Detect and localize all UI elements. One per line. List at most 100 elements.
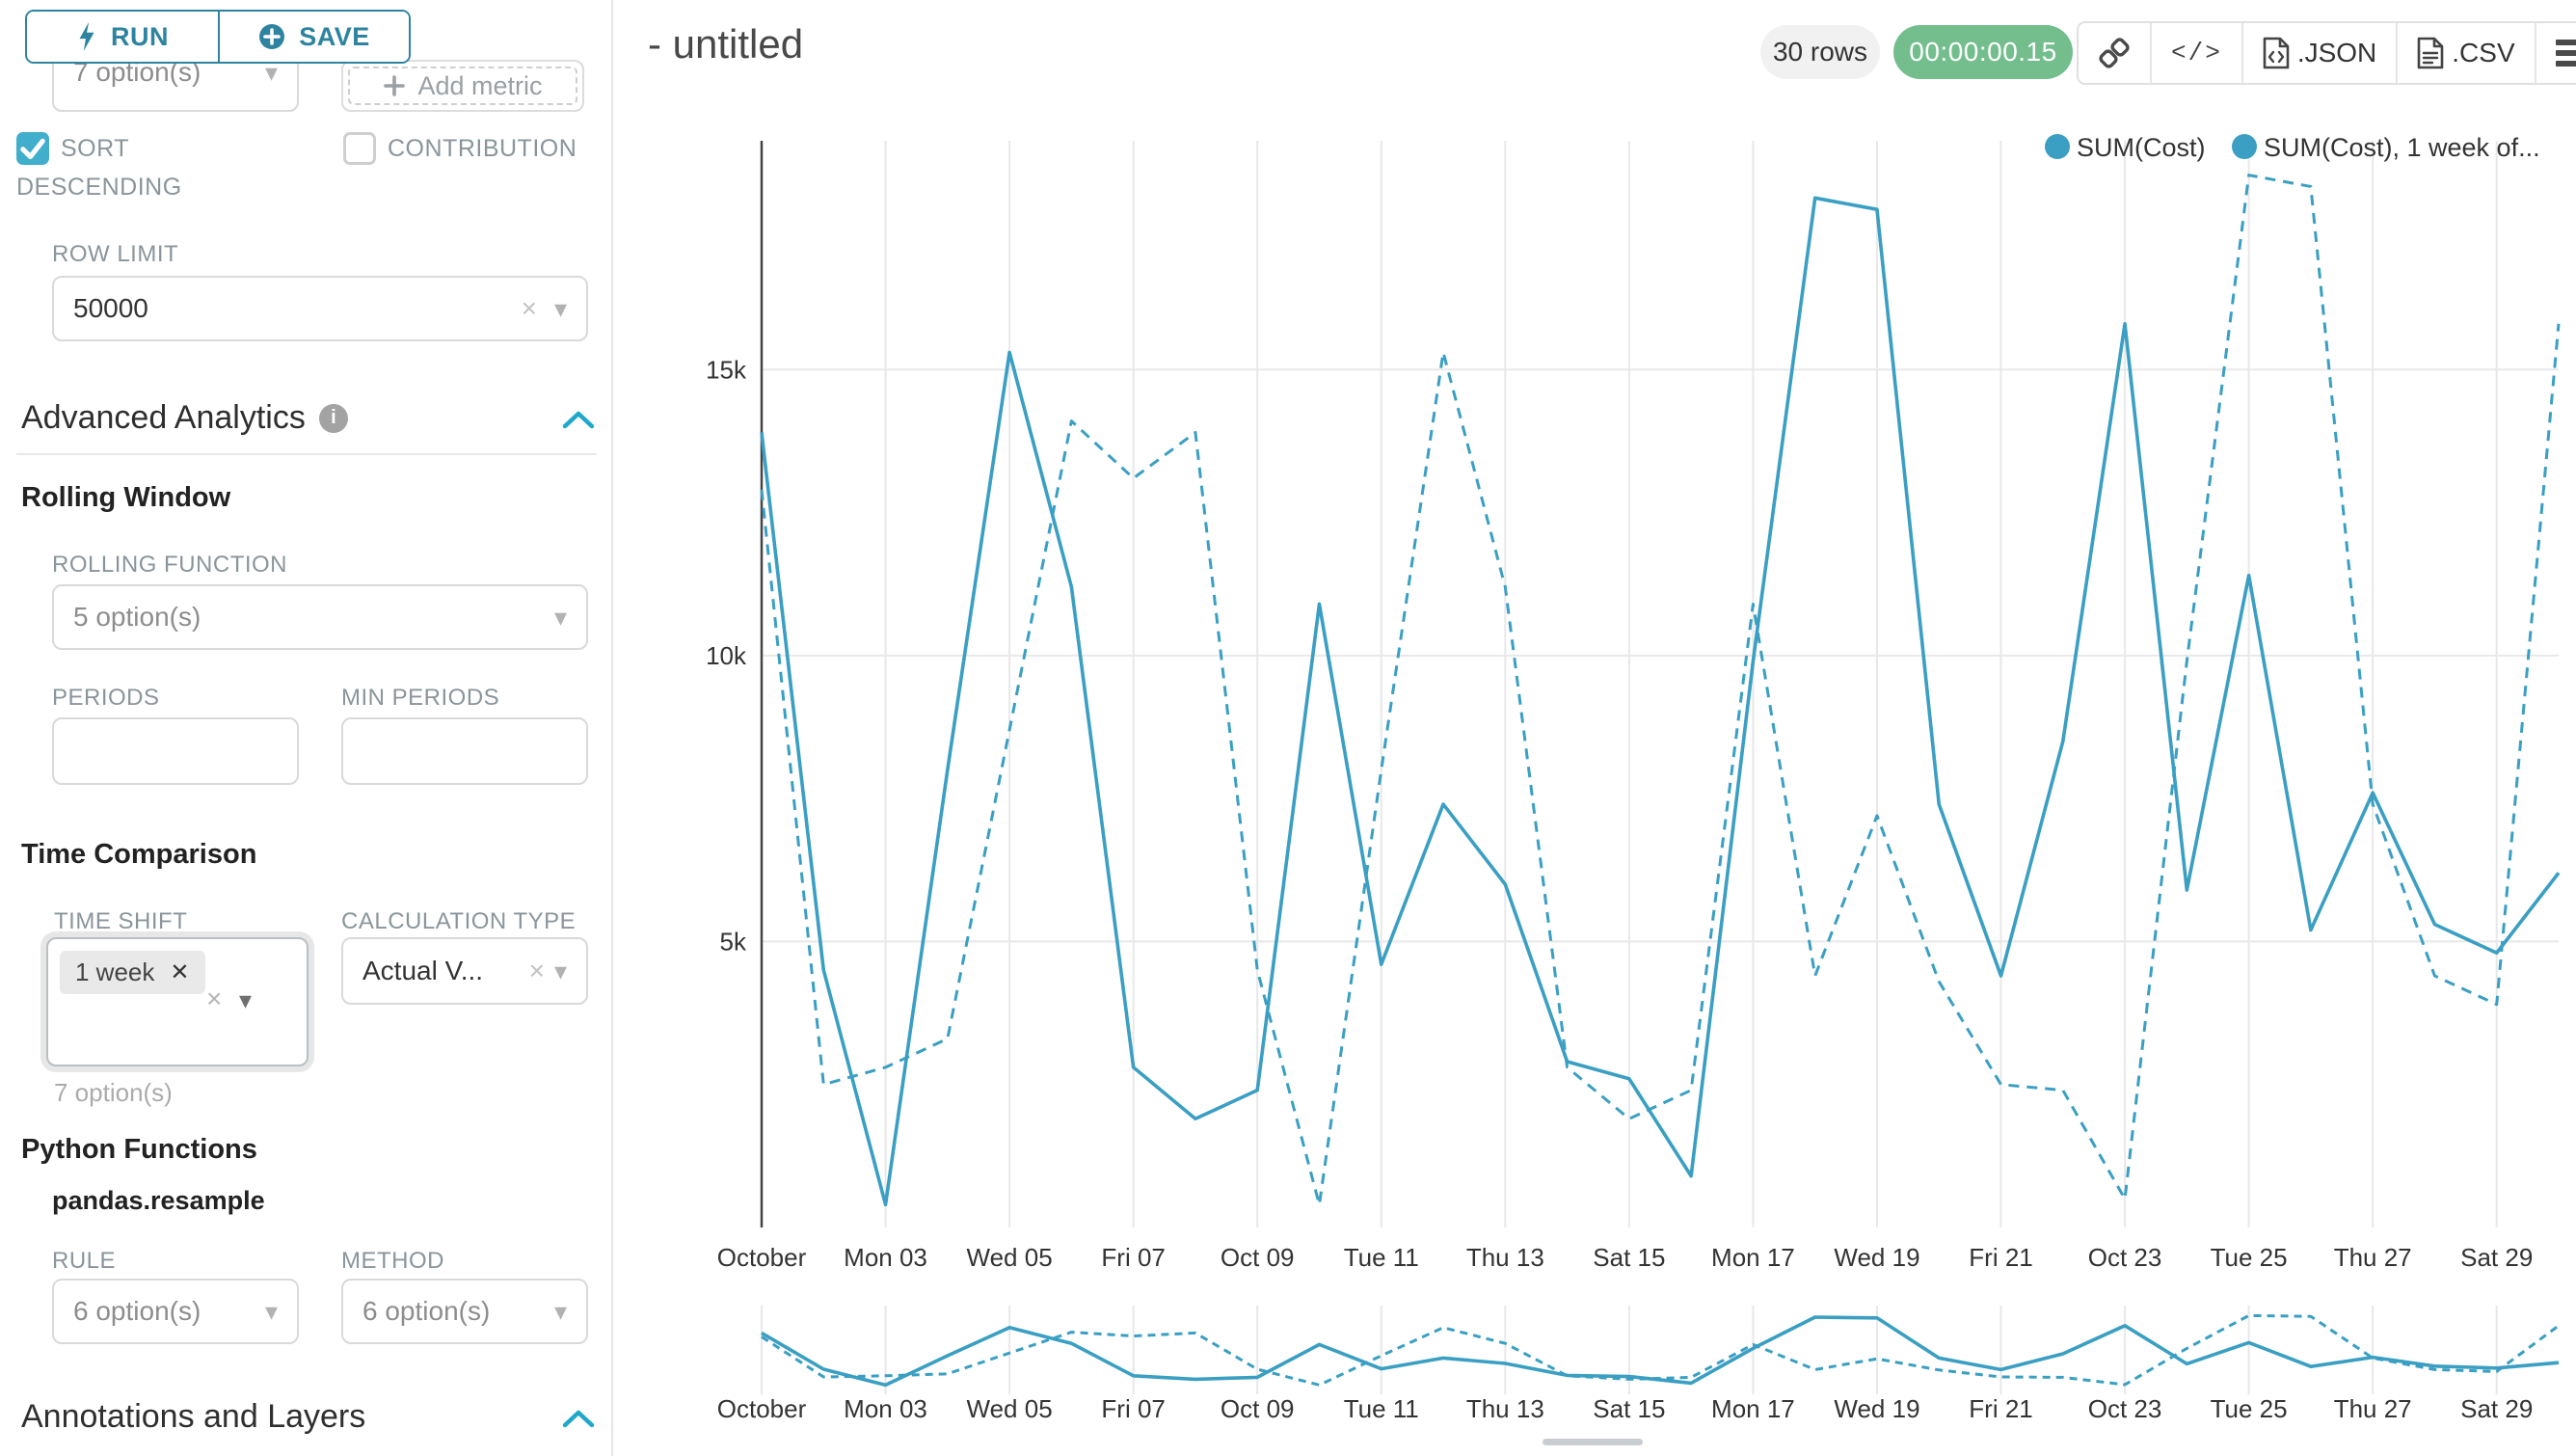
rule-value: 6 option(s): [73, 1296, 201, 1326]
mini-x-axis-tick-label: Wed 19: [1834, 1394, 1919, 1423]
csv-label: .CSV: [2452, 38, 2515, 67]
x-axis-tick-label: Fri 21: [1969, 1243, 2032, 1272]
save-button[interactable]: SAVE: [218, 12, 409, 62]
mini-x-axis-tick-label: October: [717, 1394, 807, 1423]
info-icon[interactable]: i: [318, 403, 348, 433]
advanced-analytics-title: Advanced Analytics: [21, 399, 306, 436]
advanced-analytics-header[interactable]: Advanced Analytics i: [21, 399, 348, 437]
clear-icon[interactable]: ×: [206, 984, 223, 1013]
time-shift-select[interactable]: 1 week ✕ × ▾: [46, 937, 309, 1066]
row-limit-select[interactable]: 50000 × ▾: [52, 276, 588, 341]
link-icon: [2099, 38, 2130, 68]
x-axis-tick-label: Sat 29: [2460, 1243, 2533, 1272]
caret-down-icon[interactable]: ▾: [553, 294, 567, 323]
rolling-function-select[interactable]: 5 option(s) ▾: [52, 584, 588, 650]
file-code-icon: [2263, 37, 2290, 69]
mini-x-axis-tick-label: Thu 27: [2334, 1394, 2412, 1423]
periods-label: PERIODS: [52, 685, 160, 711]
menu-icon: [2555, 40, 2576, 67]
sort-descending-checkbox[interactable]: [16, 132, 49, 165]
export-toolbar: </> .JSON .CSV: [2077, 21, 2576, 85]
caret-down-icon[interactable]: ▾: [239, 985, 253, 1014]
legend-dot[interactable]: [2045, 134, 2070, 159]
clear-icon[interactable]: ×: [528, 956, 545, 985]
min-periods-label: MIN PERIODS: [341, 685, 500, 711]
min-periods-input[interactable]: [341, 717, 588, 785]
mini-x-axis-tick-label: Fri 07: [1101, 1394, 1165, 1423]
rule-label: RULE: [52, 1248, 117, 1274]
time-shift-tag: 1 week ✕: [60, 951, 205, 994]
row-count-badge: 30 rows: [1760, 25, 1880, 79]
mini-x-axis-tick-label: Sat 15: [1593, 1394, 1665, 1423]
export-json-button[interactable]: .JSON: [2242, 23, 2399, 83]
caret-down-icon[interactable]: ▾: [553, 603, 567, 632]
mini-x-axis-tick-label: Thu 13: [1466, 1394, 1544, 1423]
x-axis-tick-label: Thu 27: [2334, 1243, 2412, 1272]
chevron-up-icon[interactable]: [561, 1408, 596, 1431]
more-menu-button[interactable]: [2536, 23, 2576, 83]
calculation-type-label: CALCULATION TYPE: [341, 908, 577, 934]
rolling-function-value: 5 option(s): [73, 602, 201, 632]
row-limit-label: ROW LIMIT: [52, 241, 179, 267]
series-line-current[interactable]: [760, 196, 2561, 1207]
lightning-icon: [79, 22, 94, 51]
y-axis-tick-label: 15k: [706, 355, 747, 384]
annotations-header[interactable]: Annotations and Layers: [21, 1398, 365, 1436]
timeseries-line-chart[interactable]: October October Mon 03 Mon 03 Wed 05 Wed 05 Fr…: [613, 0, 2576, 1456]
add-metric-button[interactable]: Add metric: [341, 60, 584, 112]
calculation-type-value: Actual V...: [362, 956, 484, 985]
caret-down-icon[interactable]: ▾: [264, 58, 278, 87]
time-shift-helper: 7 option(s): [54, 1078, 173, 1107]
method-value: 6 option(s): [362, 1296, 491, 1326]
x-axis-tick-label: Thu 13: [1466, 1243, 1544, 1272]
calculation-type-select[interactable]: Actual V... × ▾: [341, 937, 588, 1005]
python-functions-title: Python Functions: [21, 1134, 257, 1165]
contribution-label: CONTRIBUTION: [388, 135, 577, 162]
export-csv-button[interactable]: .CSV: [2398, 23, 2536, 83]
sort-descending-label: SORT DESCENDING: [16, 135, 182, 201]
contribution-control[interactable]: CONTRIBUTION: [343, 129, 604, 168]
copy-link-button[interactable]: [2079, 23, 2152, 83]
run-save-group: RUN SAVE: [25, 10, 411, 64]
caret-down-icon[interactable]: ▾: [553, 957, 567, 985]
chart-title[interactable]: - untitled: [648, 21, 804, 67]
x-axis-tick-label: Sat 15: [1593, 1243, 1665, 1272]
row-limit-value: 50000: [73, 293, 148, 323]
x-axis-tick-label: Wed 19: [1834, 1243, 1919, 1272]
x-axis-tick-label: October: [717, 1243, 807, 1272]
mini-x-axis-tick-label: Wed 05: [967, 1394, 1053, 1423]
caret-down-icon[interactable]: ▾: [553, 1297, 567, 1326]
mini-x-axis-tick-label: Tue 11: [1344, 1394, 1419, 1423]
resize-handle[interactable]: [1543, 1439, 1643, 1445]
run-label: RUN: [111, 21, 169, 51]
series-line-offset[interactable]: [760, 174, 2561, 1206]
legend-label[interactable]: SUM(Cost): [2077, 133, 2206, 162]
chevron-up-icon[interactable]: [561, 409, 596, 432]
python-function-name: pandas.resample: [52, 1186, 265, 1215]
x-axis-tick-label: Wed 05: [967, 1243, 1053, 1272]
mini-series-line-current: [761, 1315, 2560, 1388]
mini-x-axis-tick-label: Mon 03: [844, 1394, 927, 1423]
contribution-checkbox[interactable]: [343, 132, 376, 165]
embed-code-button[interactable]: </>: [2152, 23, 2243, 83]
legend-dot[interactable]: [2232, 134, 2257, 159]
sort-descending-control[interactable]: SORT DESCENDING: [16, 129, 204, 206]
method-label: METHOD: [341, 1248, 444, 1274]
method-select[interactable]: 6 option(s) ▾: [341, 1279, 588, 1344]
run-button[interactable]: RUN: [27, 12, 218, 62]
clear-icon[interactable]: ×: [521, 293, 537, 323]
caret-down-icon[interactable]: ▾: [264, 1297, 278, 1326]
section-divider: [16, 453, 597, 455]
mini-x-axis-tick-label: Tue 25: [2211, 1394, 2288, 1423]
mini-x-axis-tick-label: Sat 29: [2460, 1394, 2533, 1423]
rule-select[interactable]: 6 option(s) ▾: [52, 1279, 299, 1344]
x-axis-tick-label: Fri 07: [1101, 1243, 1165, 1272]
periods-input[interactable]: [52, 717, 299, 785]
time-shift-label: TIME SHIFT: [54, 908, 188, 934]
add-metric-label: Add metric: [417, 70, 543, 100]
x-axis-tick-label: Tue 11: [1344, 1243, 1419, 1272]
time-shift-tag-label: 1 week: [75, 957, 155, 986]
plus-circle-icon: [259, 24, 285, 49]
tag-remove-icon[interactable]: ✕: [170, 958, 190, 985]
legend-label[interactable]: SUM(Cost), 1 week of...: [2264, 133, 2540, 162]
